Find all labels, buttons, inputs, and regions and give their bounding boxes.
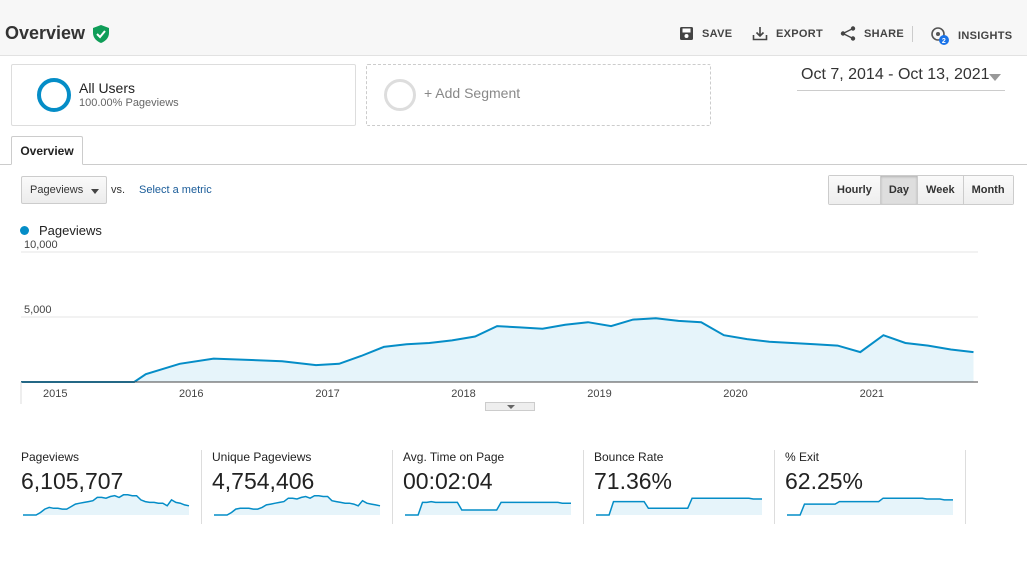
x-tick-label: 2021 <box>860 388 884 400</box>
export-icon <box>752 27 768 41</box>
share-label: SHARE <box>864 27 905 40</box>
scorecard-label: Unique Pageviews <box>212 450 312 464</box>
y-tick-label: 5,000 <box>24 304 52 316</box>
scorecard-divider <box>583 450 584 524</box>
x-tick-label: 2017 <box>315 388 339 400</box>
sparkline-line <box>23 494 190 516</box>
insights-label: INSIGHTS <box>958 30 1013 42</box>
add-segment-button[interactable]: + Add Segment <box>366 64 711 126</box>
scorecard-divider <box>774 450 775 524</box>
chevron-down-icon <box>989 74 1001 81</box>
hourly-button[interactable]: Hourly <box>829 176 881 204</box>
chevron-down-icon <box>507 405 515 409</box>
sparkline <box>405 500 571 516</box>
sparkline-area <box>23 494 189 515</box>
segment-ring-icon <box>37 78 71 112</box>
granularity-buttons: Hourly Day Week Month <box>828 175 1014 205</box>
verified-shield-icon <box>93 24 110 43</box>
x-tick-label: 2020 <box>723 388 747 400</box>
tab-overview[interactable]: Overview <box>11 136 83 165</box>
segment-all-users[interactable]: All Users 100.00% Pageviews <box>11 64 356 126</box>
sparkline-area <box>214 495 380 515</box>
empty-segment-ring-icon <box>384 79 416 111</box>
sparkline-line <box>596 497 762 516</box>
scorecard-value: 6,105,707 <box>21 468 124 494</box>
scorecard-divider <box>201 450 202 524</box>
collapse-chart-button[interactable] <box>485 402 535 411</box>
sparkline-line <box>405 500 571 516</box>
metric-select[interactable]: Pageviews <box>21 176 107 204</box>
scorecard-unique-pageviews[interactable]: Unique Pageviews 4,754,406 <box>212 450 392 525</box>
pageviews-chart: 10,000 5,000 2015 2016 2017 2018 2019 2020 2021 <box>20 240 978 404</box>
scorecard-value: 00:02:04 <box>403 468 493 494</box>
sparkline <box>23 494 190 516</box>
x-tick-label: 2019 <box>587 388 611 400</box>
sparkline <box>787 497 953 516</box>
chevron-down-icon <box>91 189 99 194</box>
date-range-text: Oct 7, 2014 - Oct 13, 2021 <box>801 66 990 83</box>
add-segment-label: + Add Segment <box>424 85 521 101</box>
share-icon <box>840 26 856 41</box>
x-tick-label: 2016 <box>179 388 203 400</box>
series-area <box>21 318 974 382</box>
sparkline <box>596 497 762 516</box>
legend-label: Pageviews <box>39 223 102 238</box>
segment-percentage: 100.00% Pageviews <box>79 97 179 109</box>
page-title: Overview <box>5 23 110 44</box>
scorecard-value: 4,754,406 <box>212 468 315 494</box>
scorecard-value: 71.36% <box>594 468 673 494</box>
segment-name: All Users <box>79 80 136 96</box>
scorecard-avg-time[interactable]: Avg. Time on Page 00:02:04 <box>403 450 583 525</box>
save-icon <box>680 27 693 40</box>
x-tick-label: 2015 <box>43 388 67 400</box>
legend-dot <box>20 226 29 235</box>
scorecard-bounce-rate[interactable]: Bounce Rate 71.36% <box>594 450 774 525</box>
select-metric-link[interactable]: Select a metric <box>139 184 212 196</box>
month-button[interactable]: Month <box>963 176 1013 204</box>
vs-label: vs. <box>111 184 126 196</box>
sparkline-area <box>596 498 762 515</box>
sparkline-area <box>787 498 953 515</box>
tab-divider <box>0 164 1027 165</box>
toolbar-divider <box>912 26 913 42</box>
save-button[interactable]: SAVE <box>679 26 732 41</box>
scorecard-divider <box>965 450 966 524</box>
share-button[interactable]: SHARE <box>840 26 904 41</box>
sparkline-line <box>787 497 953 516</box>
scorecard-pageviews[interactable]: Pageviews 6,105,707 <box>21 450 201 525</box>
day-button[interactable]: Day <box>880 176 919 204</box>
week-button[interactable]: Week <box>918 176 964 204</box>
header-bar: Overview SAVE EXPORT SHARE <box>0 0 1027 56</box>
insights-badge: 2 <box>942 38 946 45</box>
x-tick-label: 2018 <box>451 388 475 400</box>
export-label: EXPORT <box>776 27 824 40</box>
y-tick-label: 10,000 <box>24 240 58 251</box>
scorecard-label: % Exit <box>785 450 820 464</box>
metric-select-value: Pageviews <box>30 184 84 196</box>
insights-icon: 2 <box>931 27 949 45</box>
series-line <box>21 317 974 383</box>
scorecard-value: 62.25% <box>785 468 864 494</box>
scorecard-label: Bounce Rate <box>594 450 664 464</box>
insights-button[interactable]: 2 INSIGHTS <box>930 26 1012 46</box>
date-range-picker[interactable]: Oct 7, 2014 - Oct 13, 2021 <box>797 66 1005 91</box>
page-title-text: Overview <box>5 23 86 43</box>
scorecard-label: Pageviews <box>21 450 80 464</box>
sparkline <box>214 494 381 516</box>
sparkline-line <box>214 494 381 516</box>
chart-legend: Pageviews <box>20 223 102 238</box>
save-label: SAVE <box>702 27 733 40</box>
scorecard-exit[interactable]: % Exit 62.25% <box>785 450 965 525</box>
sparkline-area <box>405 501 571 515</box>
scorecard-divider <box>392 450 393 524</box>
scorecard-label: Avg. Time on Page <box>403 450 505 464</box>
export-button[interactable]: EXPORT <box>752 26 823 41</box>
